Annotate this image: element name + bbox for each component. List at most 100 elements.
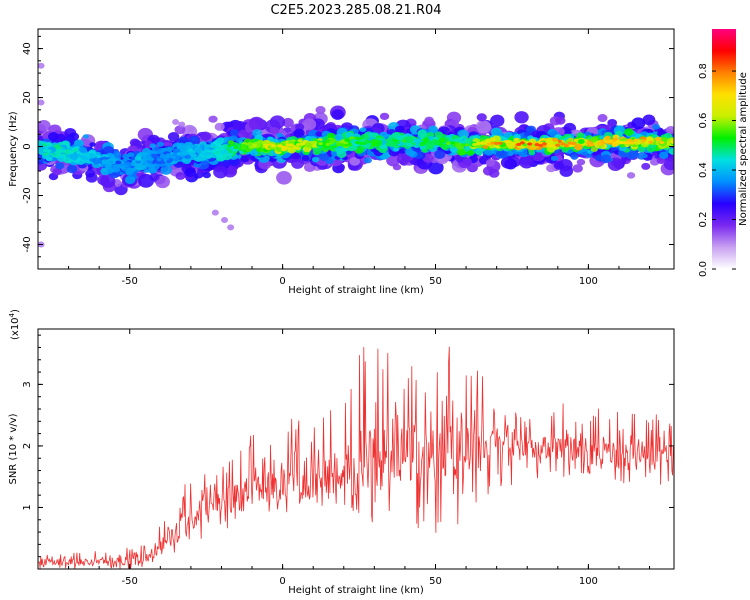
spectrogram-peak (336, 143, 342, 147)
spectrogram-blob (393, 147, 400, 152)
spectrogram-peak (79, 152, 85, 156)
spectrogram-peak (226, 147, 232, 151)
spectrogram-peak (288, 143, 294, 147)
spectrogram-blob (256, 147, 263, 153)
spectrogram-blob (315, 131, 323, 137)
spectrogram-blob (546, 164, 557, 173)
spectrogram-blob (555, 143, 561, 147)
spectrogram-blob (122, 153, 130, 159)
spectrogram-peak (149, 157, 155, 161)
spectrogram-blob (438, 138, 445, 143)
spectrogram-blob (138, 173, 154, 188)
spectrogram-blob (194, 146, 203, 154)
spectrogram-blob (663, 158, 674, 171)
spectrogram-peak (277, 144, 283, 148)
spectrogram-peak (659, 140, 665, 145)
spectrogram-x-tick-label: 50 (429, 276, 442, 287)
spectrogram-outlier (172, 119, 180, 126)
spectrogram-blob (654, 136, 662, 142)
colorbar-ticks: 0.0 0.2 0.4 0.6 0.8 (698, 63, 736, 277)
spectrogram-blob (334, 133, 344, 141)
spectrogram-blob (85, 169, 95, 178)
spectrogram-peak (248, 145, 254, 149)
spectrogram-outlier (38, 62, 45, 69)
spectrogram-blob (101, 168, 108, 173)
spectrogram-ticks: -50 0 50 100 -40 -20 0 20 40 (22, 29, 674, 287)
spectrogram-x-tick-label: 0 (279, 276, 285, 287)
snr-frame (37, 328, 675, 570)
spectrogram-blob (276, 170, 292, 185)
spectrogram-peak (486, 142, 492, 146)
spectrogram-blob (282, 117, 294, 128)
spectrogram-blob (147, 164, 155, 170)
spectrogram-blob (269, 115, 286, 129)
spectrogram-peak (204, 149, 210, 153)
snr-x-tick-label: 0 (279, 576, 285, 587)
spectrogram-blob (156, 141, 164, 147)
spectrogram-peak (629, 141, 635, 145)
spectrogram-blob (631, 117, 646, 130)
spectrogram-blob (315, 105, 326, 115)
spectrogram-blob (130, 161, 138, 167)
spectrogram-blob (359, 127, 367, 133)
spectrogram-peak (479, 141, 485, 145)
spectrogram-peak (123, 163, 129, 168)
spectrogram-blob (135, 160, 142, 164)
spectrogram-blob (445, 141, 452, 145)
spectrogram-peak (240, 146, 246, 150)
spectrogram-blob (190, 137, 197, 142)
spectrogram-blob (304, 142, 313, 148)
spectrogram-blob (490, 114, 505, 127)
colorbar-tick-label: 0.0 (698, 261, 709, 277)
colorbar: 0.0 0.2 0.4 0.6 0.8 Normalized spectral ampl… (698, 29, 749, 277)
spectrogram-blob (413, 144, 420, 149)
spectrogram-blob (394, 125, 405, 134)
spectrogram-blob (500, 156, 515, 169)
spectrogram-blob (386, 154, 400, 167)
spectrogram-blob (38, 119, 51, 132)
spectrogram-peak (670, 140, 674, 144)
snr-x-axis-label: Height of straight line (km) (288, 585, 424, 596)
snr-multiplier-exponent: 4 (8, 312, 16, 317)
spectrogram-blob (576, 158, 586, 166)
spectrogram-blob (626, 172, 636, 179)
colorbar-tick-label: 0.6 (698, 113, 709, 129)
spectrogram-blob (600, 154, 612, 164)
spectrogram-peak (464, 143, 470, 147)
spectrogram-peak (211, 149, 217, 153)
spectrogram-blob (488, 169, 500, 178)
spectrogram-peak (299, 142, 305, 146)
spectrogram-heatmap (38, 62, 674, 248)
spectrogram-blob (125, 168, 134, 176)
spectrogram-blob (347, 145, 356, 152)
snr-y-tick-label: 1 (22, 504, 33, 510)
spectrogram-frame (37, 28, 675, 270)
spectrogram-peak (218, 147, 224, 151)
spectrogram-blob (194, 155, 204, 162)
spectrogram-x-tick-label: -50 (122, 276, 138, 287)
spectrogram-peak (519, 141, 525, 145)
spectrogram-blob (82, 134, 90, 139)
spectrogram-peak (75, 151, 81, 155)
spectrogram-peak (607, 139, 613, 143)
spectrogram-peak (571, 141, 577, 145)
spectrogram-peak (46, 149, 52, 153)
spectrogram-blob (202, 171, 211, 179)
colorbar-tick-label: 0.2 (698, 212, 709, 228)
spectrogram-blob (353, 130, 360, 135)
spectrogram-blob (100, 174, 116, 188)
spectrogram-panel: -50 0 50 100 -40 -20 0 20 40 Height of straight … (8, 28, 675, 296)
spectrogram-blob (434, 131, 444, 138)
spectrogram-peak (347, 142, 353, 146)
spectrogram-blob (513, 133, 521, 140)
spectrogram-peak (163, 157, 169, 161)
spectrogram-blob (245, 148, 252, 153)
spectrogram-blob (141, 162, 148, 166)
spectrogram-blob (214, 122, 225, 131)
spectrogram-blob (419, 141, 426, 147)
spectrogram-blob (176, 142, 187, 151)
spectrogram-peak (108, 160, 114, 164)
spectrogram-peak (618, 141, 624, 145)
spectrogram-peak (215, 147, 221, 152)
spectrogram-blob (293, 128, 305, 138)
